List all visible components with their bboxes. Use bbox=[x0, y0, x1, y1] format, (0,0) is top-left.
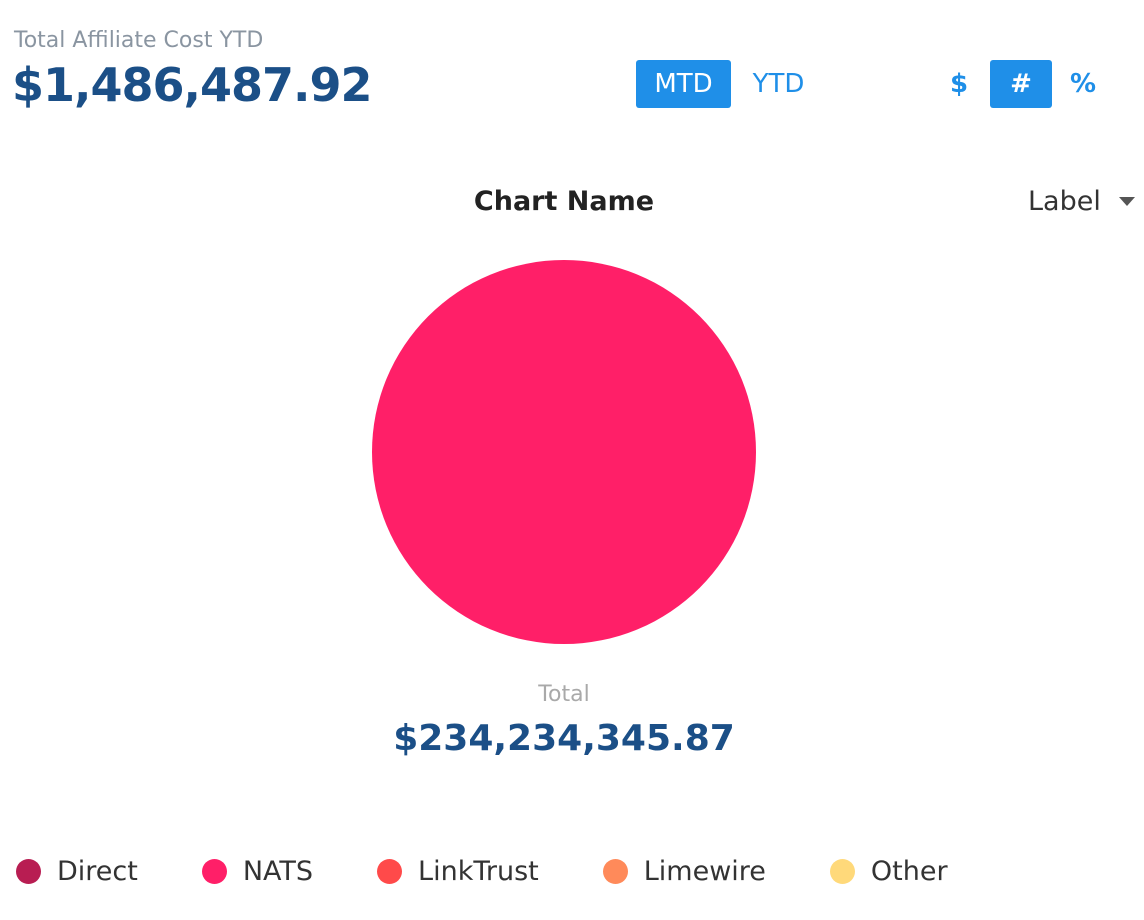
legend-item-nats[interactable]: NATS bbox=[201, 856, 314, 887]
percent-unit-button[interactable]: % bbox=[1069, 69, 1097, 99]
pie-chart bbox=[372, 260, 756, 644]
legend-item-linktrust[interactable]: LinkTrust bbox=[377, 856, 539, 887]
legend-item-other[interactable]: Other bbox=[829, 856, 948, 887]
pie-slice-nats[interactable] bbox=[372, 260, 756, 644]
legend-label: Other bbox=[870, 856, 948, 887]
kpi-value: $1,486,487.92 bbox=[12, 58, 372, 112]
chart-title: Chart Name bbox=[473, 186, 655, 217]
caret-down-icon bbox=[1118, 197, 1135, 206]
legend-label: Limewire bbox=[643, 856, 766, 887]
legend-swatch bbox=[602, 859, 628, 884]
label-dropdown[interactable]: Label bbox=[1028, 186, 1135, 217]
period-toggle: MTD YTD bbox=[636, 60, 826, 108]
dollar-unit-button[interactable]: $ bbox=[949, 69, 969, 99]
kpi-label: Total Affiliate Cost YTD bbox=[14, 28, 264, 53]
legend-label: Direct bbox=[57, 856, 138, 887]
mtd-button[interactable]: MTD bbox=[636, 60, 731, 108]
legend-item-limewire[interactable]: Limewire bbox=[602, 856, 766, 887]
legend-label: NATS bbox=[242, 856, 314, 887]
unit-toggle: $ # % bbox=[928, 60, 1114, 108]
label-dropdown-value: Label bbox=[1028, 186, 1101, 217]
total-label: Total bbox=[538, 682, 590, 707]
legend-label: LinkTrust bbox=[418, 856, 539, 887]
legend-item-direct[interactable]: Direct bbox=[16, 856, 138, 887]
legend-swatch bbox=[829, 859, 855, 884]
count-unit-button[interactable]: # bbox=[990, 60, 1052, 108]
legend-swatch bbox=[201, 859, 227, 884]
chart-legend: Direct NATS LinkTrust Limewire Other bbox=[16, 856, 948, 887]
legend-swatch bbox=[16, 859, 41, 884]
ytd-button[interactable]: YTD bbox=[752, 69, 805, 99]
legend-swatch bbox=[377, 859, 403, 884]
total-value: $234,234,345.87 bbox=[393, 718, 735, 759]
